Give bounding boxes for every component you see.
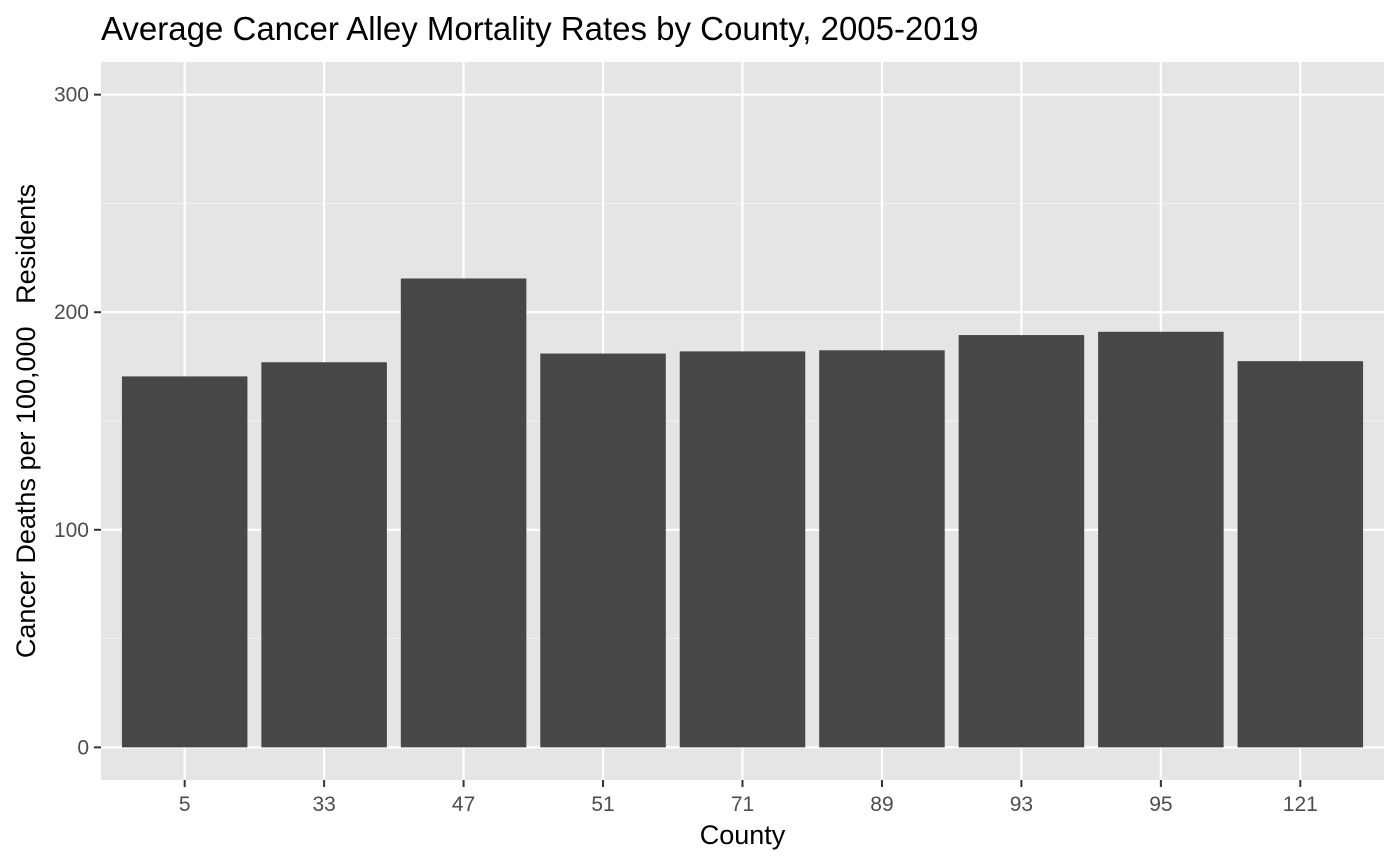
bar-121 <box>1237 361 1364 748</box>
bar-95 <box>1098 331 1224 748</box>
x-tick-label: 47 <box>452 793 475 816</box>
y-axis: 0 100 200 300 <box>54 84 101 759</box>
bar-5 <box>121 376 248 748</box>
bar-71 <box>679 351 806 748</box>
y-axis-title: Cancer Deaths per 100,000 Residents <box>11 184 41 658</box>
bars <box>121 278 1364 748</box>
x-tick-label: 71 <box>731 793 754 816</box>
chart-title: Average Cancer Alley Mortality Rates by … <box>101 10 978 47</box>
bar-33 <box>261 362 387 748</box>
x-tick-label: 51 <box>591 793 614 816</box>
x-tick-label: 95 <box>1149 793 1172 816</box>
x-axis-title: County <box>700 820 786 850</box>
y-tick-label: 200 <box>54 301 89 324</box>
bar-93 <box>958 335 1085 748</box>
x-tick-label: 89 <box>870 793 893 816</box>
bar-89 <box>819 350 945 748</box>
x-tick-label: 5 <box>179 793 191 816</box>
y-tick-label: 0 <box>77 736 89 759</box>
x-tick-label: 33 <box>312 793 335 816</box>
x-tick-label: 121 <box>1283 793 1318 816</box>
y-tick-label: 100 <box>54 519 89 542</box>
y-tick-label: 300 <box>54 84 89 107</box>
x-tick-label: 93 <box>1010 793 1033 816</box>
x-axis: 5 33 47 51 71 89 93 95 121 <box>179 780 1318 816</box>
bar-47 <box>400 278 527 748</box>
bar-51 <box>540 353 666 748</box>
